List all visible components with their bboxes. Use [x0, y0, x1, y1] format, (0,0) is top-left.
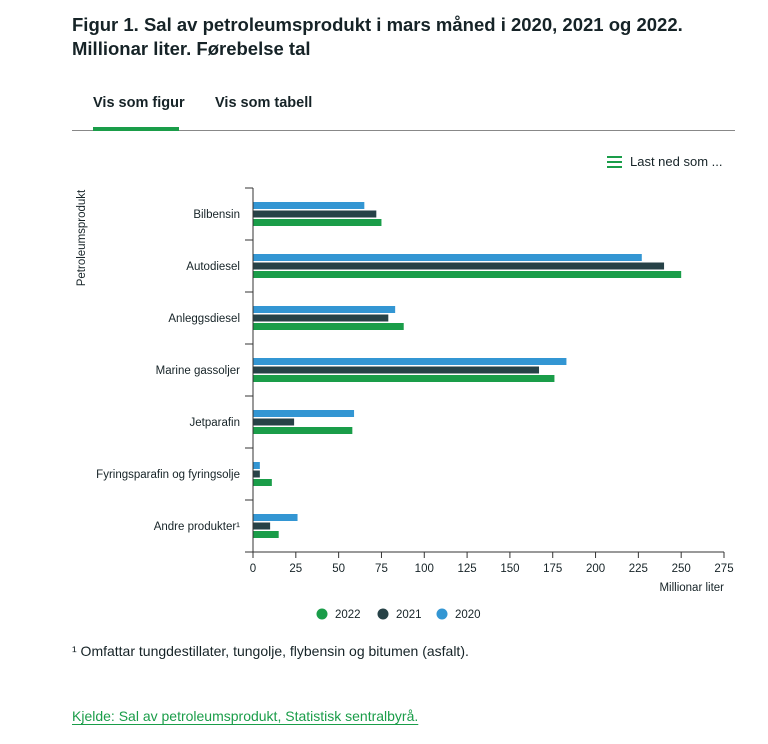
legend-marker: [377, 608, 389, 620]
category-label: Fyringsparafin og fyringsolje: [96, 469, 240, 481]
bar-anleggsdiesel-2022: [253, 323, 404, 330]
x-axis-title: Millionar liter: [659, 582, 724, 594]
tab-figure[interactable]: Vis som figur: [93, 95, 185, 111]
x-tick-label: 0: [250, 563, 256, 575]
bar-andre-produkter-2021: [253, 522, 271, 530]
legend-item-2020[interactable]: 2020: [436, 608, 481, 622]
bar-marine-gassoljer-2022: [253, 375, 555, 382]
legend-label: 2022: [335, 609, 361, 621]
download-button[interactable]: Last ned som ...: [607, 153, 723, 171]
bar-bilbensin-2020: [253, 202, 365, 209]
bar-chart: 0 25 50 75 100 125 150 175 200 225 250 275 Bilbensi…: [76, 187, 734, 622]
x-tick-label: 75: [375, 563, 388, 575]
footnote: ¹ Omfattar tungdestillater, tungolje, fl…: [72, 643, 469, 659]
category-label: Andre produkter¹: [154, 521, 240, 533]
bar-autodiesel-2022: [253, 271, 682, 278]
x-tick-label: 175: [543, 563, 562, 575]
legend-item-2022[interactable]: 2022: [316, 608, 361, 622]
x-tick-label: 125: [457, 563, 476, 575]
source-link[interactable]: Kjelde: Sal av petroleumsprodukt, Statis…: [72, 708, 419, 724]
legend-marker: [316, 608, 328, 620]
x-tick-label: 200: [586, 563, 605, 575]
x-tick-label: 275: [714, 563, 733, 575]
bar-autodiesel-2021: [253, 262, 665, 270]
y-axis-title: Petroleumsprodukt: [76, 189, 88, 286]
category-label: Jetparafin: [189, 417, 240, 429]
bar-fyringsparafin-og-fyringsolje-2020: [253, 462, 260, 469]
page-title: Figur 1. Sal av petroleumsprodukt i mars…: [72, 14, 683, 59]
bar-bilbensin-2021: [253, 210, 377, 218]
legend-item-2021[interactable]: 2021: [377, 608, 422, 622]
bar-jetparafin-2021: [253, 418, 295, 426]
bar-andre-produkter-2020: [253, 514, 298, 521]
tab-table[interactable]: Vis som tabell: [215, 95, 313, 111]
category-label: Autodiesel: [186, 261, 240, 273]
x-tick-label: 50: [332, 563, 345, 575]
bar-marine-gassoljer-2020: [253, 358, 567, 365]
legend-label: 2021: [396, 609, 422, 621]
bar-jetparafin-2022: [253, 427, 353, 434]
bar-jetparafin-2020: [253, 410, 355, 417]
x-tick-label: 150: [500, 563, 519, 575]
x-tick-label: 25: [289, 563, 302, 575]
active-tab-indicator: [93, 127, 179, 131]
category-label: Bilbensin: [193, 209, 240, 221]
bar-fyringsparafin-og-fyringsolje-2021: [253, 470, 260, 478]
bar-marine-gassoljer-2021: [253, 366, 540, 374]
category-label: Marine gassoljer: [156, 365, 241, 377]
download-label: Last ned som ...: [630, 154, 723, 170]
bar-bilbensin-2022: [253, 219, 382, 226]
category-label: Anleggsdiesel: [168, 313, 240, 325]
menu-icon: [607, 153, 622, 171]
bar-autodiesel-2020: [253, 254, 642, 261]
bar-andre-produkter-2022: [253, 531, 279, 538]
legend-marker: [436, 608, 448, 620]
bar-fyringsparafin-og-fyringsolje-2022: [253, 479, 272, 486]
x-tick-label: 100: [415, 563, 434, 575]
view-tabs: Vis som figur Vis som tabell: [72, 92, 735, 131]
legend-label: 2020: [455, 609, 481, 621]
bar-anleggsdiesel-2020: [253, 306, 396, 313]
x-tick-label: 250: [672, 563, 691, 575]
bar-anleggsdiesel-2021: [253, 314, 389, 322]
x-tick-label: 225: [629, 563, 648, 575]
